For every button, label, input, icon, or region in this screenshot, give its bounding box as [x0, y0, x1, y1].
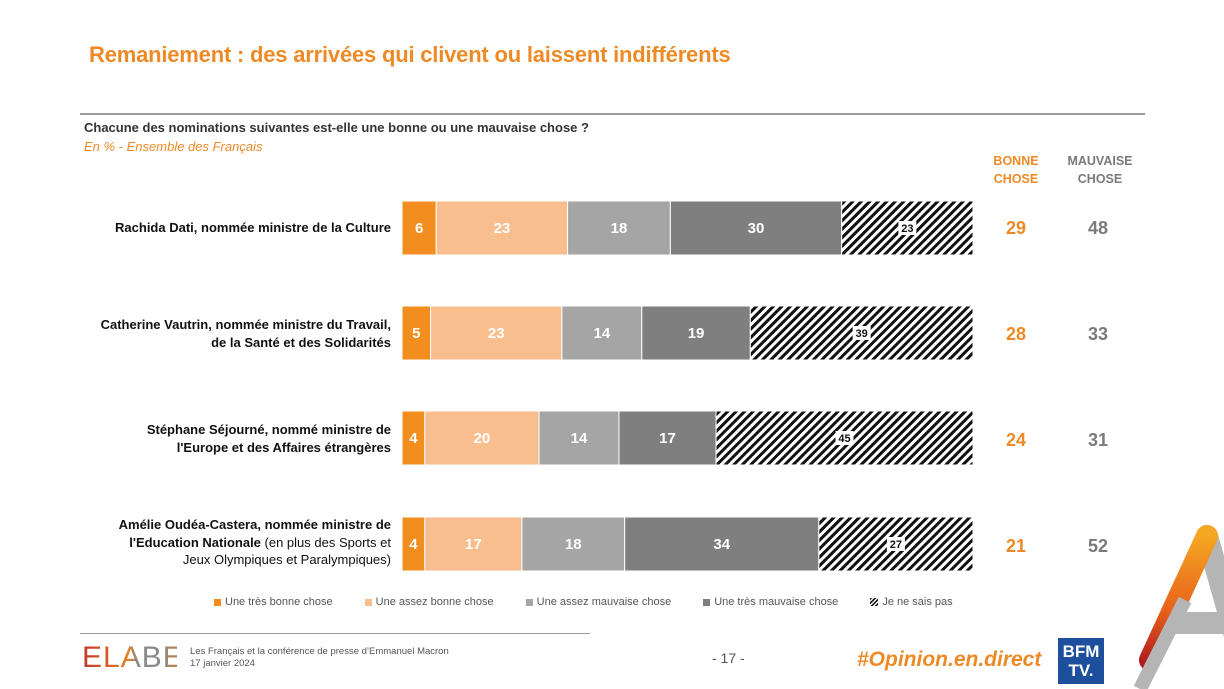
data-label: 4 [409, 536, 418, 553]
bfm-logo-line: BFM [1062, 642, 1100, 661]
legend-item: Une très mauvaise chose [703, 596, 838, 608]
study-date: 17 janvier 2024 [190, 658, 255, 669]
row-label-line: Stéphane Séjourné, nommé ministre de [146, 422, 391, 437]
elabe-logo-mark: ELABE [82, 641, 183, 674]
total-mauvaise-chose: 31 [1087, 430, 1109, 450]
row-label-line: Rachida Dati, nommée ministre de la Cult… [115, 220, 391, 235]
legend-item: Une assez bonne chose [364, 596, 494, 608]
elabe-logo-text: ELABE [82, 642, 177, 672]
legend-swatch [364, 598, 372, 606]
footer-study: Les Français et la conférence de presse … [190, 646, 449, 670]
base-subtitle: En % - Ensemble des Français [84, 139, 263, 154]
data-label: 23 [494, 220, 511, 237]
divider [80, 113, 1145, 115]
total-bonne-chose: 29 [1005, 218, 1027, 238]
study-title: Les Français et la conférence de presse … [190, 646, 449, 657]
total-mauvaise-chose: 52 [1087, 536, 1109, 556]
data-label: 34 [713, 536, 730, 553]
bar-segment [641, 305, 751, 361]
bar-segment [567, 200, 671, 256]
bfmtv-logo: BFM TV. [1058, 638, 1104, 684]
data-label: 20 [474, 430, 491, 447]
column-header-line: CHOSE [1077, 172, 1123, 186]
bar-segment [624, 516, 820, 572]
data-label: 18 [565, 536, 582, 553]
data-label: 5 [412, 325, 420, 342]
legend-swatch [703, 598, 711, 606]
total-mauvaise-chose: 48 [1087, 218, 1109, 238]
row-label-bold: l'Education Nationale [129, 534, 261, 550]
question-text: Chacune des nominations suivantes est-el… [84, 120, 589, 135]
bar-segment [401, 200, 437, 256]
data-label: 6 [415, 220, 423, 237]
total-bonne-chose: 28 [1005, 324, 1027, 344]
legend-label: Je ne sais pas [882, 596, 953, 608]
row-label-line: Catherine Vautrin, nommée ministre du Tr… [100, 317, 391, 332]
data-label: 23 [901, 223, 913, 235]
row-label-line: Jeux Olympiques et Paralympiques) [182, 552, 391, 567]
bar-segment [669, 200, 843, 256]
legend-item: Je ne sais pas [870, 596, 953, 608]
row-label-line: Amélie Oudéa-Castera, nommée ministre de [118, 517, 391, 532]
row-label: Catherine Vautrin, nommée ministre du Tr… [61, 316, 391, 351]
chart-legend: Une très bonne chose Une assez bonne cho… [214, 596, 953, 608]
legend-label: Une assez bonne chose [375, 596, 494, 608]
data-label: 17 [659, 430, 676, 447]
row-label-line: de la Santé et des Solidarités [211, 334, 391, 350]
column-header-line: MAUVAISE [1067, 154, 1133, 168]
data-label: 18 [611, 220, 628, 237]
legend-item: Une assez mauvaise chose [525, 596, 672, 608]
legend-label: Une assez mauvaise chose [536, 596, 672, 608]
total-bonne-chose: 24 [1005, 430, 1027, 450]
bar-segment [521, 516, 626, 572]
bar-segment [618, 410, 717, 466]
column-header-bonne-chose: BONNE CHOSE [976, 152, 1056, 188]
bfm-logo-line: TV. [1068, 661, 1094, 680]
row-label: Amélie Oudéa-Castera, nommée ministre de… [61, 516, 391, 569]
data-label-background [852, 326, 871, 340]
data-label: 19 [688, 325, 705, 342]
data-label: 14 [594, 325, 611, 342]
total-bonne-chose: 21 [1005, 536, 1027, 556]
row-label: Stéphane Séjourné, nommé ministre de l'E… [61, 421, 391, 456]
bar-segment [430, 305, 563, 361]
column-header-line: BONNE [993, 154, 1039, 168]
data-label: 39 [856, 328, 868, 340]
column-header-line: CHOSE [993, 172, 1039, 186]
data-label: 30 [748, 220, 765, 237]
elabe-logo: ELABE [82, 641, 183, 680]
page-number: - 17 - [712, 650, 745, 666]
bar-segment [401, 305, 432, 361]
data-label: 23 [488, 325, 505, 342]
row-label: Rachida Dati, nommée ministre de la Cult… [61, 219, 391, 237]
data-label: 14 [571, 430, 588, 447]
hashtag: #Opinion.en.direct [857, 648, 1042, 671]
legend-swatch [214, 598, 221, 606]
data-label: 4 [409, 430, 418, 447]
row-label-normal: (en plus des Sports et [260, 534, 391, 550]
legend-item: Une très bonne chose [214, 596, 333, 608]
data-label-background [886, 537, 905, 551]
column-header-mauvaise-chose: MAUVAISE CHOSE [1060, 152, 1140, 188]
decorative-a-logo [1133, 525, 1224, 689]
row-label-line: l'Europe et des Affaires étrangères [176, 439, 391, 455]
data-label: 17 [465, 536, 482, 553]
legend-swatch [525, 598, 533, 606]
legend-label: Une très bonne chose [225, 596, 333, 608]
data-label: 45 [838, 433, 850, 445]
row-label-line: l'Education Nationale (en plus des Sport… [61, 534, 391, 552]
data-label-background [898, 221, 917, 235]
data-label: 27 [890, 539, 902, 551]
bar-segment [424, 516, 523, 572]
legend-label: Une très mauvaise chose [714, 596, 839, 608]
data-label-background [835, 431, 854, 445]
bar-segment [561, 305, 643, 361]
footer-divider [80, 633, 590, 634]
total-mauvaise-chose: 33 [1087, 324, 1109, 344]
page-title: Remaniement : des arrivées qui clivent o… [89, 42, 731, 67]
legend-swatch-hatch [870, 598, 879, 606]
bar-segment [424, 410, 540, 466]
bar-segment [538, 410, 620, 466]
